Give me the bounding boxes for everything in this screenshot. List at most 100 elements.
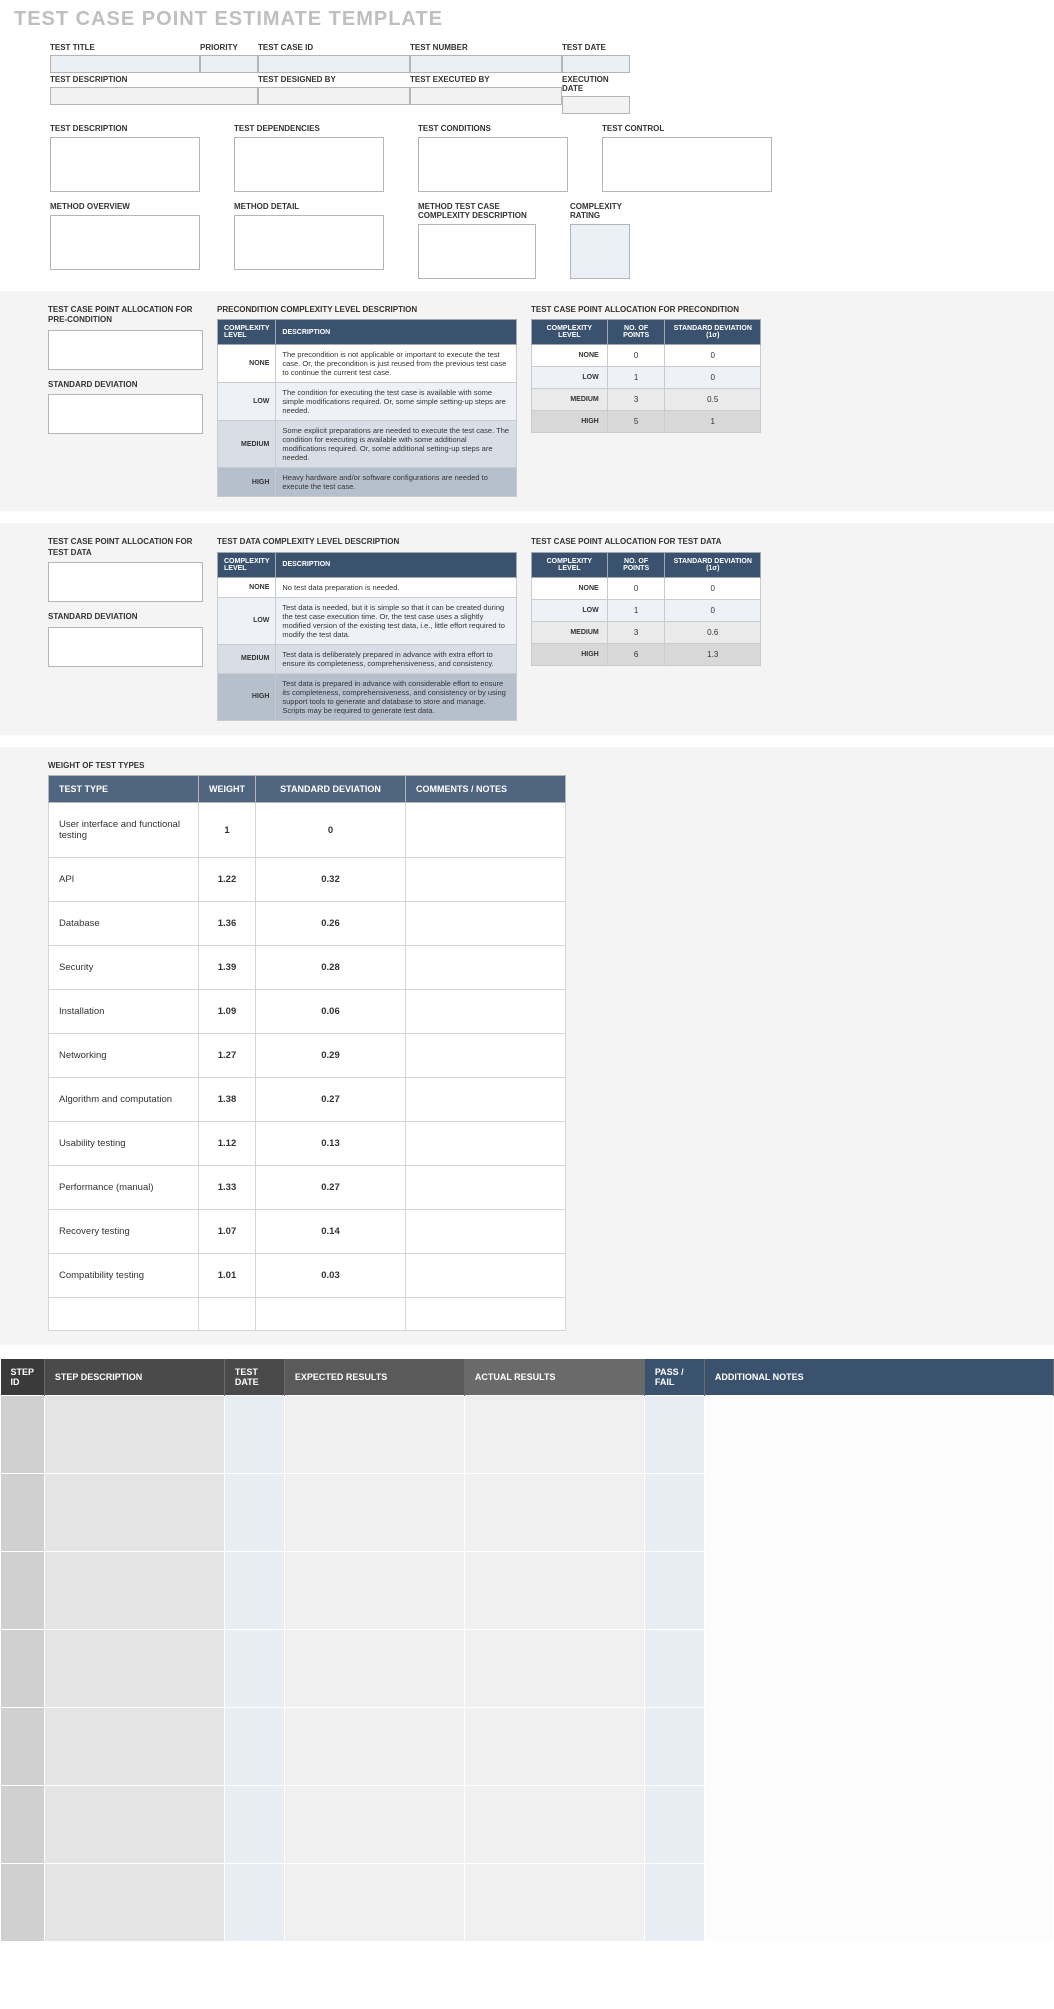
area-box[interactable] — [418, 224, 536, 279]
area-box[interactable] — [418, 137, 568, 192]
steps-cell[interactable] — [704, 1786, 1053, 1864]
steps-cell[interactable] — [284, 1474, 464, 1552]
weight-notes[interactable] — [406, 1166, 566, 1210]
steps-cell[interactable] — [1, 1864, 45, 1942]
weight-type: Algorithm and computation — [49, 1078, 199, 1122]
steps-cell[interactable] — [464, 1474, 644, 1552]
stddev-input[interactable] — [48, 394, 203, 434]
steps-cell[interactable] — [644, 1396, 704, 1474]
steps-cell[interactable] — [644, 1552, 704, 1630]
steps-cell[interactable] — [704, 1552, 1053, 1630]
weight-notes[interactable] — [406, 1254, 566, 1298]
header-grid: TEST TITLEPRIORITYTEST CASE IDTEST NUMBE… — [50, 41, 1040, 114]
weight-notes[interactable] — [406, 1298, 566, 1331]
steps-cell[interactable] — [224, 1786, 284, 1864]
steps-cell[interactable] — [644, 1474, 704, 1552]
steps-cell[interactable] — [644, 1630, 704, 1708]
steps-cell[interactable] — [464, 1864, 644, 1942]
complexity-desc: Test data is needed, but it is simple so… — [276, 597, 517, 644]
steps-cell[interactable] — [704, 1630, 1053, 1708]
steps-cell[interactable] — [464, 1630, 644, 1708]
steps-cell[interactable] — [464, 1552, 644, 1630]
stddev-input[interactable] — [48, 627, 203, 667]
steps-cell[interactable] — [464, 1786, 644, 1864]
steps-cell[interactable] — [44, 1630, 224, 1708]
weight-notes[interactable] — [406, 858, 566, 902]
steps-cell[interactable] — [644, 1708, 704, 1786]
hdr-input[interactable] — [562, 55, 630, 73]
steps-cell[interactable] — [284, 1786, 464, 1864]
steps-cell[interactable] — [44, 1864, 224, 1942]
steps-cell[interactable] — [224, 1474, 284, 1552]
hdr-label: TEST NUMBER — [410, 41, 562, 55]
steps-cell[interactable] — [284, 1708, 464, 1786]
steps-cell[interactable] — [464, 1708, 644, 1786]
hdr-input[interactable] — [562, 96, 630, 114]
weight-notes[interactable] — [406, 1210, 566, 1254]
hdr-input[interactable] — [50, 55, 200, 73]
alloc-input[interactable] — [48, 330, 203, 370]
desc-col: DESCRIPTION — [276, 320, 517, 345]
weight-notes[interactable] — [406, 990, 566, 1034]
steps-cell[interactable] — [1, 1474, 45, 1552]
steps-cell[interactable] — [44, 1474, 224, 1552]
complexity-level: HIGH — [218, 673, 276, 720]
hdr-input[interactable] — [410, 87, 562, 105]
alloc-sd: 0 — [665, 577, 761, 599]
steps-cell[interactable] — [1, 1630, 45, 1708]
steps-cell[interactable] — [284, 1630, 464, 1708]
alloc-level: HIGH — [532, 643, 608, 665]
area-box[interactable] — [234, 137, 384, 192]
weight-notes[interactable] — [406, 1122, 566, 1166]
hdr-input[interactable] — [50, 87, 258, 105]
steps-cell[interactable] — [224, 1396, 284, 1474]
steps-cell[interactable] — [284, 1552, 464, 1630]
weight-sd: 0.29 — [256, 1034, 406, 1078]
complexity-level: LOW — [218, 597, 276, 644]
alloc-table: COMPLEXITY LEVELNO. OF POINTSSTANDARD DE… — [531, 319, 761, 433]
steps-cell[interactable] — [224, 1708, 284, 1786]
steps-cell[interactable] — [284, 1864, 464, 1942]
area-box[interactable] — [570, 224, 630, 279]
weight-value: 1.07 — [199, 1210, 256, 1254]
weight-notes[interactable] — [406, 803, 566, 858]
steps-cell[interactable] — [704, 1474, 1053, 1552]
area-box[interactable] — [50, 215, 200, 270]
steps-cell[interactable] — [44, 1396, 224, 1474]
steps-cell[interactable] — [1, 1552, 45, 1630]
weight-title: WEIGHT OF TEST TYPES — [48, 761, 1042, 775]
area-box[interactable] — [602, 137, 772, 192]
steps-cell[interactable] — [44, 1552, 224, 1630]
steps-cell[interactable] — [44, 1786, 224, 1864]
steps-cell[interactable] — [704, 1864, 1053, 1942]
steps-cell[interactable] — [1, 1786, 45, 1864]
hdr-input[interactable] — [258, 87, 410, 105]
steps-cell[interactable] — [704, 1396, 1053, 1474]
weight-sd: 0.32 — [256, 858, 406, 902]
area-box[interactable] — [234, 215, 384, 270]
alloc-col: NO. OF POINTS — [607, 320, 665, 345]
steps-cell[interactable] — [704, 1708, 1053, 1786]
steps-cell[interactable] — [224, 1864, 284, 1942]
steps-cell[interactable] — [1, 1708, 45, 1786]
weight-sd: 0.27 — [256, 1078, 406, 1122]
weight-notes[interactable] — [406, 1078, 566, 1122]
hdr-input[interactable] — [200, 55, 258, 73]
steps-cell[interactable] — [644, 1786, 704, 1864]
steps-cell[interactable] — [284, 1396, 464, 1474]
steps-cell[interactable] — [44, 1708, 224, 1786]
weight-notes[interactable] — [406, 1034, 566, 1078]
weight-notes[interactable] — [406, 946, 566, 990]
steps-cell[interactable] — [1, 1396, 45, 1474]
hdr-input[interactable] — [258, 55, 410, 73]
steps-cell[interactable] — [644, 1864, 704, 1942]
area-box[interactable] — [50, 137, 200, 192]
alloc-col: STANDARD DEVIATION (1σ) — [665, 552, 761, 577]
alloc-sd: 0 — [665, 345, 761, 367]
weight-notes[interactable] — [406, 902, 566, 946]
steps-cell[interactable] — [224, 1630, 284, 1708]
steps-cell[interactable] — [224, 1552, 284, 1630]
steps-cell[interactable] — [464, 1396, 644, 1474]
hdr-input[interactable] — [410, 55, 562, 73]
alloc-input[interactable] — [48, 562, 203, 602]
